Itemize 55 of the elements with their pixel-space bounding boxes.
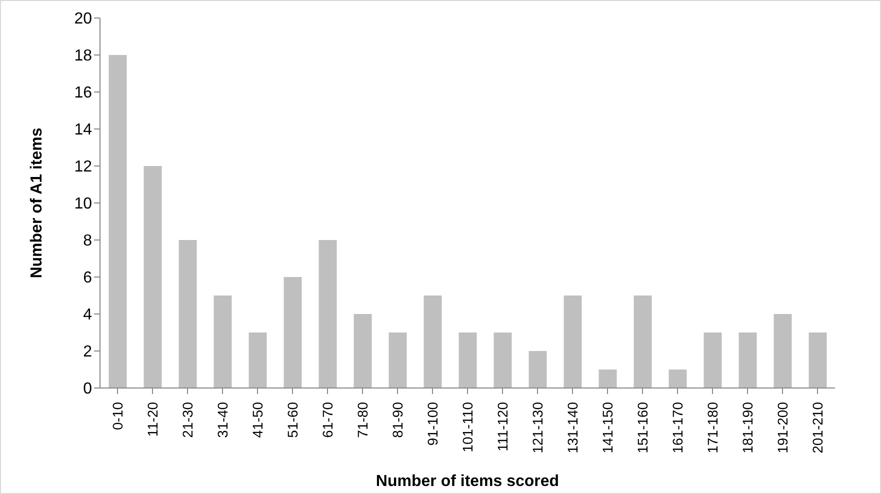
x-tick-label: 11-20 (144, 402, 160, 437)
x-tick-label: 51-60 (284, 402, 300, 438)
x-tick-label: 181-190 (740, 402, 756, 454)
bar (144, 166, 162, 388)
x-tick-label: 81-90 (390, 402, 406, 438)
x-tick-label: 41-50 (250, 402, 266, 438)
y-tick-label: 0 (83, 380, 92, 398)
bar (738, 332, 757, 388)
x-tick-label: 131-140 (564, 402, 580, 454)
x-tick-label: 141-150 (600, 402, 616, 454)
bar (494, 332, 512, 388)
bar (704, 332, 722, 388)
bar (108, 55, 127, 388)
x-axis-title: Number of items scored (376, 473, 560, 490)
bar (248, 332, 267, 388)
x-tick-label: 21-30 (180, 402, 196, 438)
bar (284, 277, 302, 388)
y-tick-label: 18 (74, 48, 92, 65)
bar (774, 314, 792, 388)
y-tick-label: 14 (74, 122, 92, 139)
bar (354, 314, 372, 388)
bar (178, 240, 197, 388)
bar (458, 332, 477, 388)
x-tick-label: 111-120 (494, 402, 510, 452)
bar (564, 296, 582, 388)
x-tick-label: 71-80 (354, 402, 370, 438)
bar (668, 370, 687, 388)
x-tick-label: 121-130 (530, 402, 546, 454)
x-tick-label: 151-160 (634, 402, 650, 454)
bar (388, 332, 407, 388)
y-tick-label: 20 (74, 10, 92, 28)
x-tick-label: 171-180 (704, 402, 720, 454)
x-tick-label: 61-70 (320, 402, 336, 438)
y-tick-label: 10 (74, 196, 92, 213)
y-tick-label: 16 (74, 84, 92, 102)
x-tick-label: 101-110 (460, 402, 476, 452)
bar (634, 296, 652, 388)
bar (808, 332, 827, 388)
y-tick-label: 8 (83, 232, 92, 250)
y-tick-label: 6 (83, 270, 92, 287)
x-tick-label: 191-200 (774, 402, 790, 454)
y-tick-label: 2 (83, 344, 92, 361)
x-tick-label: 91-100 (424, 402, 440, 446)
y-axis-title: Number of A1 items (28, 128, 46, 278)
bar (318, 240, 337, 388)
x-tick-label: 31-40 (214, 402, 230, 438)
y-tick-label: 4 (83, 306, 92, 324)
x-tick-label: 161-170 (670, 402, 686, 454)
y-tick-label: 12 (74, 158, 92, 176)
bar (528, 351, 547, 388)
x-tick-label: 201-210 (810, 402, 826, 454)
bar (424, 296, 442, 388)
bar (598, 370, 617, 388)
bar (214, 296, 232, 388)
x-tick-label: 0-10 (110, 402, 126, 430)
